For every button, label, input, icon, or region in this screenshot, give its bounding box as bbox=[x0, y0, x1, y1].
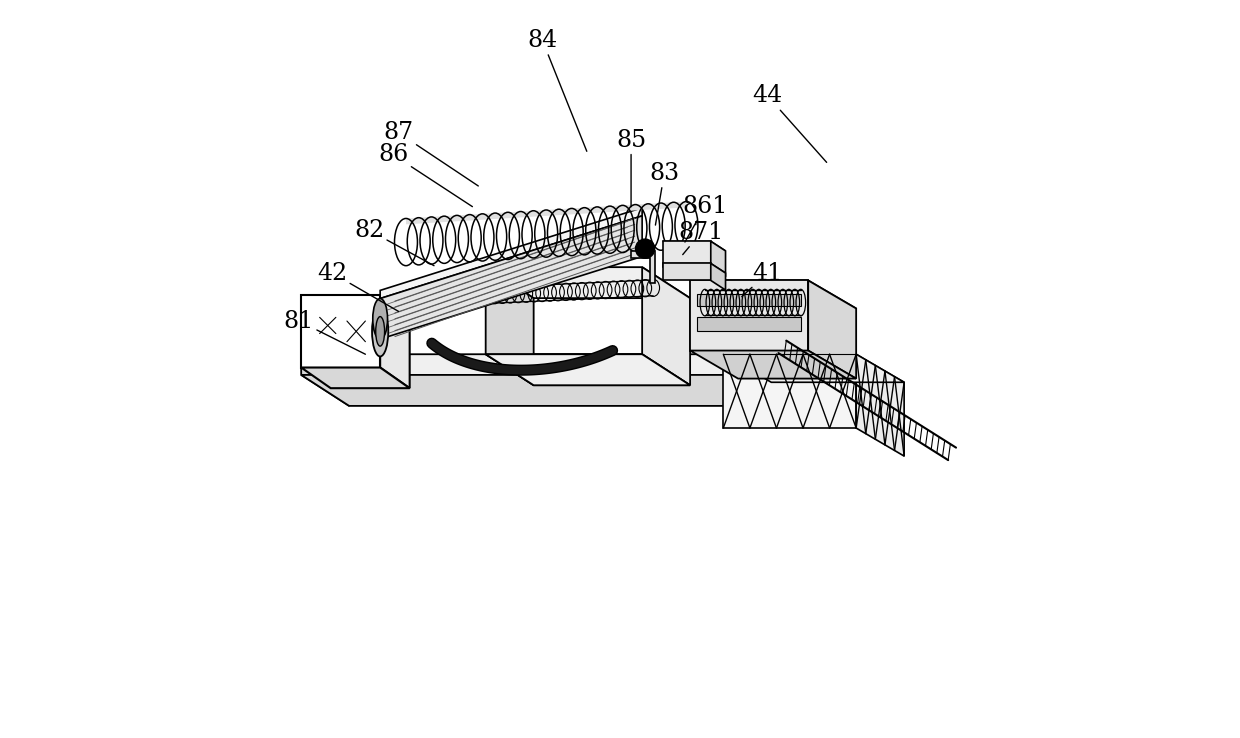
Polygon shape bbox=[663, 241, 725, 251]
Polygon shape bbox=[381, 216, 642, 339]
Polygon shape bbox=[697, 317, 801, 331]
Polygon shape bbox=[691, 351, 856, 379]
Polygon shape bbox=[301, 375, 808, 406]
Text: 44: 44 bbox=[753, 84, 827, 162]
Text: 861: 861 bbox=[682, 195, 728, 242]
Text: 86: 86 bbox=[378, 143, 472, 207]
Polygon shape bbox=[856, 354, 904, 456]
Polygon shape bbox=[381, 295, 409, 388]
Text: 41: 41 bbox=[742, 261, 782, 297]
Text: 87: 87 bbox=[383, 121, 479, 186]
Ellipse shape bbox=[372, 306, 388, 356]
Text: 85: 85 bbox=[616, 128, 646, 207]
Polygon shape bbox=[723, 354, 904, 382]
Polygon shape bbox=[301, 354, 350, 406]
Text: 871: 871 bbox=[678, 221, 724, 255]
Polygon shape bbox=[697, 294, 801, 306]
Polygon shape bbox=[663, 263, 725, 273]
Polygon shape bbox=[301, 295, 409, 316]
Polygon shape bbox=[663, 241, 711, 267]
Polygon shape bbox=[723, 354, 856, 428]
Polygon shape bbox=[711, 263, 725, 290]
Text: 84: 84 bbox=[527, 29, 587, 151]
Ellipse shape bbox=[373, 299, 388, 339]
Polygon shape bbox=[486, 354, 691, 385]
Polygon shape bbox=[631, 251, 656, 283]
Polygon shape bbox=[663, 263, 711, 280]
Polygon shape bbox=[301, 368, 409, 388]
Polygon shape bbox=[301, 354, 808, 385]
Polygon shape bbox=[405, 201, 687, 224]
Text: 42: 42 bbox=[317, 261, 398, 311]
Polygon shape bbox=[381, 208, 642, 299]
Polygon shape bbox=[486, 267, 533, 385]
Ellipse shape bbox=[376, 317, 384, 346]
Text: 83: 83 bbox=[650, 162, 680, 225]
Polygon shape bbox=[486, 267, 691, 298]
Polygon shape bbox=[808, 280, 856, 379]
Polygon shape bbox=[301, 295, 381, 368]
Polygon shape bbox=[486, 354, 691, 385]
Polygon shape bbox=[642, 267, 691, 385]
Polygon shape bbox=[691, 280, 808, 351]
Text: 82: 82 bbox=[353, 218, 434, 266]
Polygon shape bbox=[691, 280, 856, 308]
Text: 81: 81 bbox=[284, 309, 366, 354]
Circle shape bbox=[635, 239, 655, 258]
Polygon shape bbox=[711, 241, 725, 277]
